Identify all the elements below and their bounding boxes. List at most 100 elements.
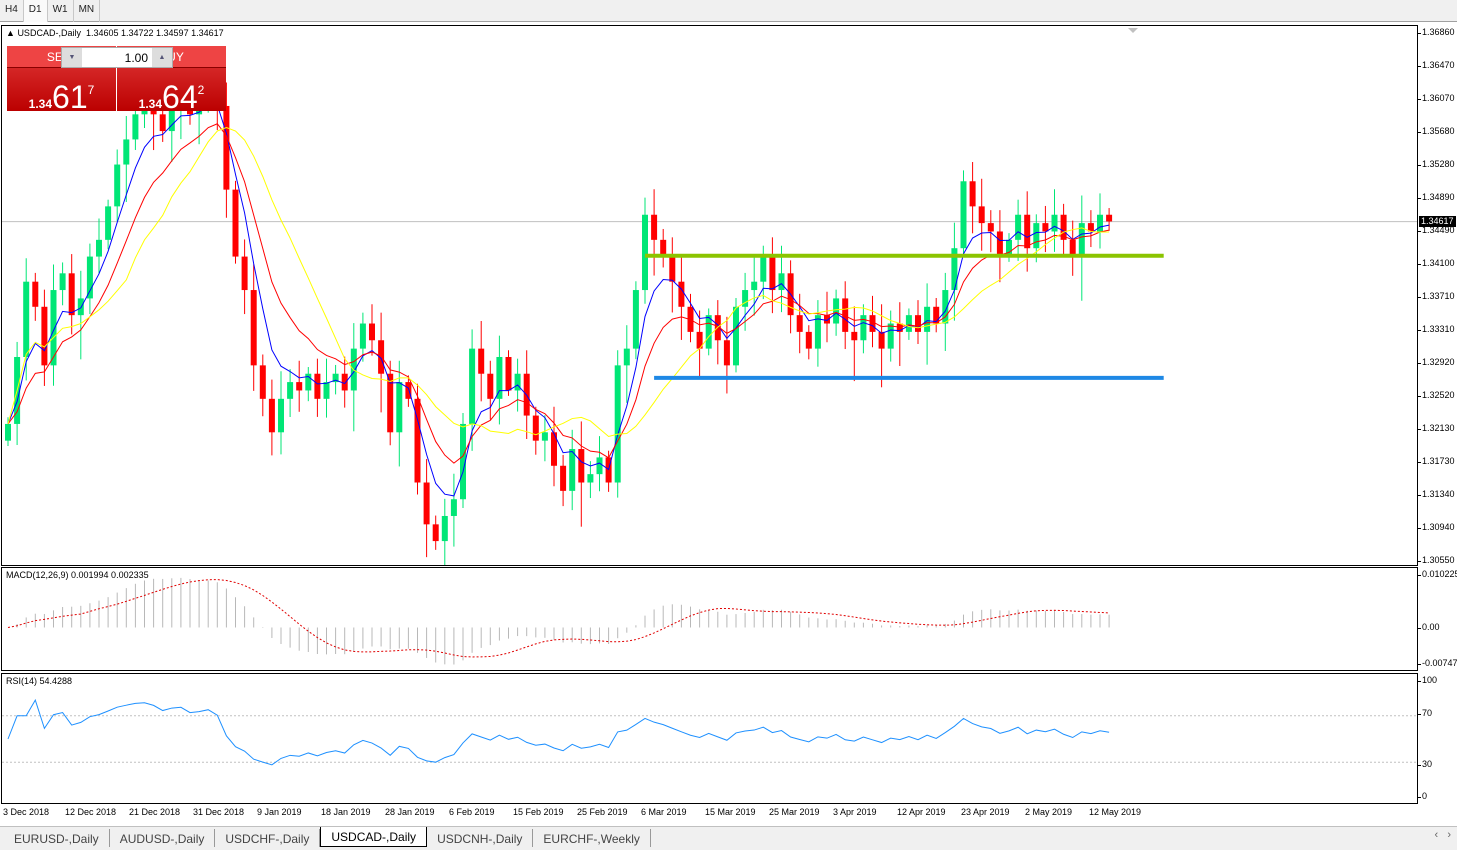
date-tick: 25 Feb 2019 [577,807,628,817]
candle-body [851,331,858,341]
candle-body [1060,214,1067,240]
increase-lot-icon[interactable]: ▲ [152,48,172,67]
candle-body [478,348,485,374]
price-tick: 1.33710 [1418,290,1455,301]
tab-usdcnh[interactable]: USDCNH-,Daily [427,829,534,847]
candle-body [814,315,821,349]
collapse-triangle-icon[interactable]: ▲ [6,28,15,38]
price-tick: 1.30940 [1418,522,1455,533]
candle-body [68,273,75,316]
candle-body [860,315,867,341]
candle-body [742,290,749,307]
candle-body [778,273,785,291]
candle-body [1024,214,1031,249]
candle-body [905,315,912,332]
candle-body [387,373,394,433]
tab-eurchf[interactable]: EURCHF-,Weekly [533,829,651,847]
candle-body [305,373,312,391]
price-tick: 1.36070 [1418,93,1455,104]
decrease-lot-icon[interactable]: ▼ [62,48,82,67]
candle-body [32,281,39,307]
candle-body [1051,214,1058,232]
timeframe-d1[interactable]: D1 [23,0,48,22]
candle-body [733,306,739,366]
candle-body [86,256,93,299]
candle-body [378,340,385,374]
candle-body [578,449,585,483]
candle-body [505,356,512,391]
price-tick: 1.34890 [1418,191,1455,202]
candle-body [651,214,658,240]
tab-audusd[interactable]: AUDUSD-,Daily [110,829,216,847]
rsi-indicator[interactable]: RSI(14) 54.4288 [1,673,1418,804]
macd-indicator[interactable]: MACD(12,26,9) 0.001994 0.002335 [1,567,1418,671]
candle-body [632,290,639,349]
tab-usdcad[interactable]: USDCAD-,Daily [320,827,428,847]
price-tick: 1.32130 [1418,422,1455,433]
date-tick: 18 Jan 2019 [321,807,371,817]
candle-body [805,331,812,349]
candle-body [541,432,548,441]
candle-body [123,139,130,165]
timeframe-h4[interactable]: H4 [0,0,24,22]
candle-body [833,298,840,324]
candle-body [887,323,894,349]
macd-label: MACD(12,26,9) 0.001994 0.002335 [6,570,149,580]
rsi-axis: 100 70 30 0 [1417,673,1457,804]
candle-body [105,206,112,240]
candle-body [960,181,967,249]
price-chart[interactable]: ▲ USDCAD-,Daily 1.34605 1.34722 1.34597 … [1,25,1418,566]
macd-tick: 0.010225 [1418,569,1457,579]
candle-body [969,181,976,207]
lot-size-stepper: ▼ ▲ [61,47,173,68]
price-tick: 1.35680 [1418,125,1455,136]
candle-body [1042,223,1049,232]
candle-body [678,281,685,307]
candle-body [469,348,476,424]
candle-body [933,306,940,324]
date-tick: 15 Feb 2019 [513,807,564,817]
candle-body [560,465,567,491]
candle-body [751,281,758,291]
price-axis: 1.36860 1.36470 1.36070 1.35680 1.35280 1.348… [1418,25,1457,566]
macd-tick: 0.00 [1418,622,1440,632]
macd-tick: -0.00747 [1418,658,1457,668]
candle-body [250,290,257,366]
candle-body [1078,223,1085,257]
price-tick: 1.34490 [1418,225,1455,236]
buy-price-prefix: 1.34 [138,97,163,111]
lot-size-input[interactable] [82,48,152,67]
candle-body [332,373,339,383]
candle-body [441,515,448,542]
candle-body [1069,239,1076,257]
candle-body [623,348,630,366]
candle-body [978,206,985,224]
candle-body [987,223,994,232]
rsi-tick: 30 [1417,759,1433,769]
candle-body [896,323,903,332]
timeframe-mn[interactable]: MN [74,0,101,22]
candle-body [450,499,457,516]
chart-shift-marker-icon [1128,28,1138,33]
candle-body [824,315,830,324]
tab-usdchf[interactable]: USDCHF-,Daily [215,829,321,847]
ma-fast-line [7,104,1110,497]
candle-body [660,239,667,257]
tab-scroll-arrows[interactable]: ‹ › [1434,829,1452,841]
candle-body [942,290,949,324]
date-tick: 31 Dec 2018 [193,807,245,817]
candle-body [1033,223,1040,249]
candle-body [1097,214,1103,232]
candle-body [132,114,139,140]
price-tick: 1.36470 [1418,59,1455,70]
rsi-tick: 100 [1417,675,1438,685]
candle-body [669,256,676,282]
buy-price: 1.34642 [117,70,226,124]
sell-price-prefix: 1.34 [28,97,53,111]
candle-body [642,214,648,291]
price-tick: 1.32520 [1418,390,1455,401]
timeframe-w1[interactable]: W1 [48,0,74,22]
date-tick: 12 May 2019 [1089,807,1142,817]
tab-eurusd[interactable]: EURUSD-,Daily [4,829,110,847]
candle-body [432,524,439,542]
